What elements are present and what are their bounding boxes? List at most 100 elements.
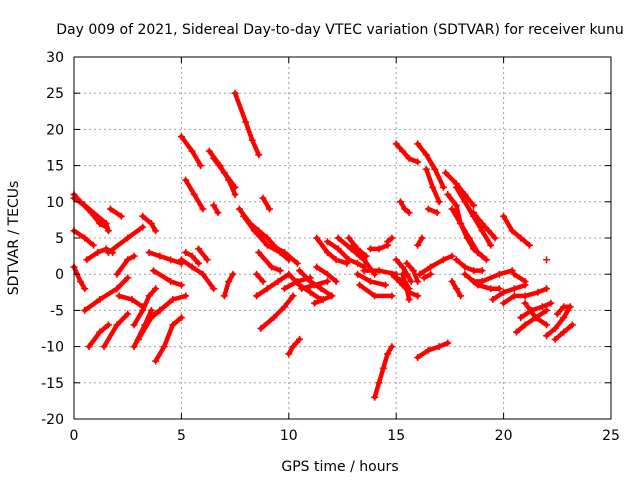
data-point: [107, 205, 115, 213]
data-point: [96, 220, 104, 228]
sat-track: [259, 194, 273, 213]
data-point: [115, 292, 123, 300]
data-point: [306, 288, 314, 296]
sat-track: [311, 292, 336, 307]
sat-track: [521, 299, 551, 329]
data-point: [199, 205, 207, 213]
data-point: [517, 234, 525, 242]
sat-track: [113, 252, 138, 278]
sat-track: [551, 321, 576, 343]
sat-track: [177, 133, 205, 170]
data-point: [354, 259, 362, 267]
data-point: [203, 256, 211, 264]
x-tick-label: 10: [280, 428, 298, 444]
y-tick-label: 20: [46, 122, 64, 138]
data-point: [543, 332, 551, 340]
sat-track: [356, 281, 396, 300]
data-point: [538, 303, 546, 311]
sat-track-line: [415, 141, 446, 190]
sat-track: [414, 339, 452, 361]
sat-track: [231, 89, 263, 159]
y-tick-label: -20: [41, 412, 64, 428]
data-point: [452, 256, 460, 264]
data-point: [147, 306, 155, 314]
data-point: [420, 274, 428, 282]
data-point: [439, 183, 447, 191]
data-point: [199, 270, 207, 278]
sat-track-line: [443, 170, 476, 208]
data-point: [298, 285, 306, 293]
sat-track-line: [518, 300, 554, 320]
data-point: [452, 285, 460, 293]
sat-track-line: [146, 293, 188, 320]
data-point: [543, 306, 551, 314]
data-point: [414, 158, 422, 166]
data-point: [128, 296, 136, 304]
data-point: [521, 321, 529, 329]
data-point: [392, 140, 400, 148]
data-point: [117, 212, 125, 220]
data-point: [439, 256, 447, 264]
chart-title: Day 009 of 2021, Sidereal Day-to-day VTE…: [56, 22, 624, 38]
data-point: [403, 285, 411, 293]
data-point: [242, 118, 250, 126]
data-point: [134, 335, 142, 343]
data-point: [160, 343, 168, 351]
data-point: [457, 292, 465, 300]
data-point: [521, 299, 529, 307]
data-point: [113, 270, 121, 278]
data-point: [89, 241, 97, 249]
data-point: [296, 267, 304, 275]
data-point: [422, 151, 430, 159]
data-layer: [70, 89, 576, 401]
data-point: [384, 238, 392, 246]
data-point: [81, 306, 89, 314]
data-point: [517, 314, 525, 322]
data-point: [81, 285, 89, 293]
sat-track: [396, 198, 413, 217]
data-point: [414, 277, 422, 285]
sat-track-line: [196, 246, 210, 262]
data-point: [293, 259, 301, 267]
sat-track-line: [544, 308, 571, 338]
data-point: [478, 220, 486, 228]
sat-track-line: [254, 271, 266, 284]
data-point: [500, 299, 508, 307]
data-point: [487, 241, 495, 249]
data-point: [231, 183, 239, 191]
data-point: [139, 306, 147, 314]
sat-track: [371, 343, 396, 401]
data-point: [182, 292, 190, 300]
data-point: [491, 234, 499, 242]
data-point: [276, 267, 284, 275]
data-point: [296, 335, 304, 343]
data-point: [167, 277, 175, 285]
y-tick-label: -15: [41, 376, 64, 392]
data-point: [130, 321, 138, 329]
data-point: [521, 277, 529, 285]
data-point: [551, 325, 559, 332]
sat-track-line: [501, 214, 532, 248]
sat-track-line: [146, 250, 184, 266]
data-point: [220, 169, 228, 177]
data-point: [433, 209, 441, 217]
data-point: [317, 285, 325, 293]
data-point: [319, 296, 327, 304]
data-point: [388, 292, 396, 300]
sat-track: [130, 285, 160, 329]
sat-track-line: [415, 340, 451, 360]
sat-track: [313, 263, 340, 285]
data-point: [130, 343, 138, 351]
data-point: [345, 234, 353, 242]
data-point: [375, 379, 383, 387]
sat-track: [424, 205, 441, 217]
sat-track-line: [260, 195, 272, 212]
data-point: [418, 234, 426, 242]
data-point: [332, 256, 340, 264]
sat-track-line: [131, 286, 158, 328]
data-point: [205, 147, 213, 155]
data-point: [259, 277, 267, 285]
data-point: [487, 285, 495, 293]
sat-track: [354, 270, 389, 289]
data-point: [444, 339, 452, 347]
